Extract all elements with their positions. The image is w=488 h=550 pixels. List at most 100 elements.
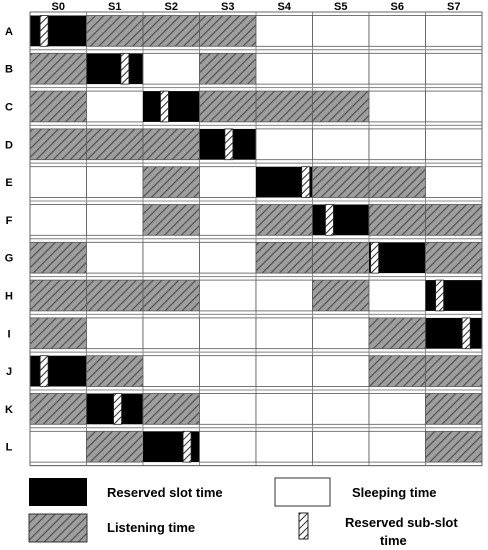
listening-block [142, 15, 200, 47]
reserved-block [86, 53, 143, 85]
sleeping-block [368, 15, 426, 47]
column-header-s0: S0 [52, 1, 65, 13]
sleeping-block [255, 317, 313, 350]
listening-block [368, 166, 426, 198]
sleeping-block [199, 317, 257, 350]
sleeping-block [368, 52, 426, 85]
schedule-grid [29, 11, 483, 467]
sleeping-block [199, 204, 257, 236]
sleeping-block [312, 52, 370, 85]
sleeping-block [29, 204, 87, 236]
listening-block [199, 90, 257, 123]
legend-listening-swatch [28, 513, 88, 543]
listening-block [425, 241, 483, 274]
sleeping-block [199, 241, 257, 274]
legend-subslot-swatch [298, 512, 309, 540]
sleeping-block [312, 15, 370, 47]
reserved-block [30, 15, 87, 47]
legend-sleeping-swatch [274, 477, 331, 507]
listening-block [368, 355, 426, 387]
reserved-block [425, 317, 482, 349]
reserved-subslot-marker [325, 204, 334, 236]
grid-border [29, 11, 483, 467]
column-header-s3: S3 [221, 1, 234, 13]
sleeping-block [199, 166, 257, 198]
axis-labels: S0 S1 S2 S3 S4 S5 S6 S7 A B C D E F G H I J K L [5, 1, 461, 454]
listening-block [425, 204, 483, 236]
sleeping-block [199, 279, 257, 312]
listening-block [29, 128, 87, 161]
sleeping-block [199, 393, 257, 425]
reserved-subslot-marker [370, 241, 380, 274]
reserved-subslot-marker [301, 166, 311, 198]
listening-block [29, 52, 87, 85]
row-label-j: J [6, 366, 12, 378]
sleeping-block [425, 52, 483, 85]
reserved-block [143, 91, 200, 122]
sleeping-block [142, 52, 200, 85]
sleeping-block [29, 166, 87, 198]
sleeping-block [29, 430, 87, 463]
listening-block [425, 393, 483, 425]
listening-block [368, 204, 426, 236]
column-header-s1: S1 [108, 1, 121, 13]
sleeping-block [255, 393, 313, 425]
reserved-block [425, 280, 482, 311]
sleeping-block [142, 241, 200, 274]
listening-block [142, 128, 200, 161]
sleeping-block [312, 317, 370, 350]
reserved-block [30, 355, 87, 387]
column-header-s4: S4 [278, 1, 292, 13]
row-label-f: F [6, 215, 13, 227]
legend-sleeping-label: Sleeping time [352, 485, 437, 500]
sleeping-block [425, 166, 483, 198]
sleeping-block [368, 279, 426, 312]
listening-block [29, 241, 87, 274]
sleeping-block [255, 128, 313, 161]
row-label-c: C [5, 102, 13, 114]
row-label-l: L [6, 442, 13, 454]
sleeping-block [425, 128, 483, 161]
row-label-h: H [5, 291, 13, 303]
listening-block [425, 355, 483, 387]
reserved-subslot-marker [182, 430, 192, 463]
legend: Reserved slot time Sleeping time Listeni… [28, 477, 458, 548]
row-label-e: E [5, 177, 12, 189]
sleeping-block [86, 166, 144, 198]
sleeping-block [199, 430, 257, 463]
listening-block [425, 430, 483, 463]
sleeping-block [199, 355, 257, 387]
legend-subslot-label-line1: Reserved sub-slot [345, 515, 458, 530]
listening-block [142, 204, 200, 236]
sleeping-block [312, 393, 370, 425]
sleeping-block [255, 52, 313, 85]
reserved-block [312, 204, 369, 236]
reserved-subslot-marker [435, 279, 445, 312]
listening-block [255, 90, 313, 123]
listening-block [368, 317, 426, 350]
listening-block [86, 430, 144, 463]
sleeping-block [142, 355, 200, 387]
sleeping-block [425, 90, 483, 123]
sleeping-block [368, 430, 426, 463]
sleeping-block [312, 128, 370, 161]
sleeping-block [86, 317, 144, 350]
sleeping-block [368, 90, 426, 123]
listening-block [312, 166, 370, 198]
legend-reserved-label: Reserved slot time [107, 485, 223, 500]
listening-block [86, 279, 144, 312]
legend-reserved-swatch [29, 478, 87, 506]
legend-listening-label: Listening time [107, 520, 195, 535]
sleeping-block [255, 279, 313, 312]
listening-block [142, 279, 200, 312]
reserved-subslot-marker [120, 52, 130, 85]
sleeping-block [368, 128, 426, 161]
listening-block [142, 166, 200, 198]
listening-block [29, 279, 87, 312]
row-label-b: B [5, 64, 13, 76]
row-label-i: I [7, 328, 10, 340]
listening-block [312, 279, 370, 312]
sleeping-block [255, 355, 313, 387]
listening-block [29, 317, 87, 350]
